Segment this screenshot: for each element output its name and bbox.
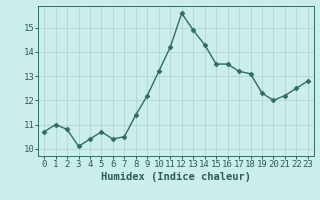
X-axis label: Humidex (Indice chaleur): Humidex (Indice chaleur)	[101, 172, 251, 182]
